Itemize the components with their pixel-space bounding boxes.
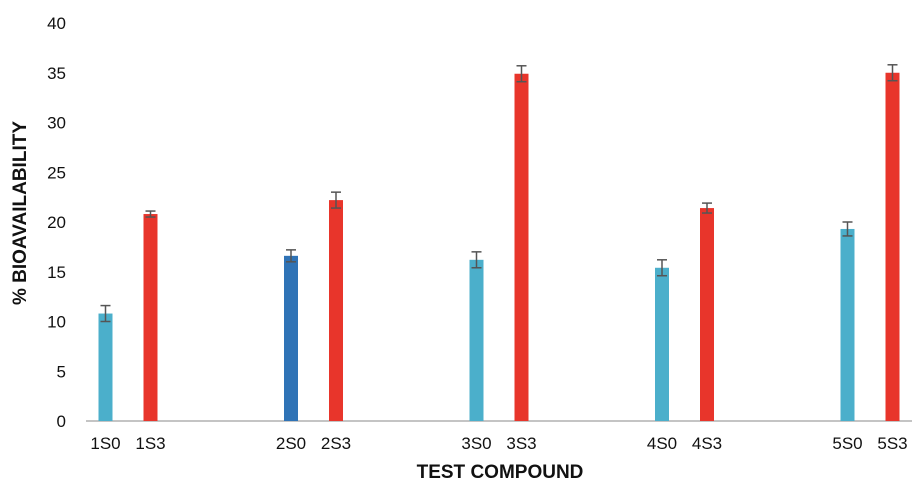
bar-3s0 [469, 259, 484, 421]
x-tick-label: 5S3 [877, 434, 907, 453]
bar-2s0 [284, 255, 298, 421]
x-tick-label: 4S3 [692, 434, 722, 453]
bars [98, 72, 900, 422]
x-tick-label: 1S3 [135, 434, 165, 453]
bar-5s0 [840, 228, 855, 421]
bar-4s0 [655, 267, 669, 421]
y-axis-ticks: 0 5 10 15 20 25 30 35 40 [47, 14, 66, 431]
error-bar-3s3 [516, 65, 527, 83]
x-tick-label: 4S0 [647, 434, 677, 453]
y-tick-label: 15 [47, 263, 66, 282]
y-tick-label: 5 [57, 362, 66, 381]
error-bar-2s0 [286, 249, 296, 263]
bar-4s3 [700, 208, 714, 421]
x-tick-label: 3S3 [506, 434, 536, 453]
y-axis-title: % BIOAVAILABILITY [10, 121, 31, 305]
error-bar-5s3 [887, 64, 898, 82]
error-bar-3s0 [471, 251, 482, 269]
error-bar-1s0 [100, 304, 111, 323]
x-tick-label: 2S0 [276, 434, 306, 453]
error-bar-2s3 [331, 191, 341, 209]
x-axis-ticks: 1S0 1S3 2S0 2S3 3S0 3S3 4S0 4S3 5S0 5S3 [90, 434, 907, 453]
y-tick-label: 0 [57, 412, 66, 431]
x-tick-label: 5S0 [832, 434, 862, 453]
bar-5s3 [885, 72, 900, 421]
error-bars [100, 64, 898, 323]
x-tick-label: 2S3 [321, 434, 351, 453]
y-tick-label: 25 [47, 163, 66, 182]
y-tick-label: 40 [47, 14, 66, 33]
error-bar-5s0 [842, 221, 853, 237]
y-tick-label: 10 [47, 313, 66, 332]
y-tick-label: 20 [47, 213, 66, 232]
x-tick-label: 3S0 [461, 434, 491, 453]
x-tick-label: 1S0 [90, 434, 120, 453]
bar-1s3 [143, 214, 158, 421]
bar-2s3 [329, 200, 343, 421]
y-tick-label: 30 [47, 114, 66, 133]
error-bar-1s3 [145, 210, 156, 218]
error-bar-4s3 [702, 202, 712, 214]
bar-3s3 [514, 73, 529, 422]
x-axis-title: TEST COMPOUND [417, 462, 584, 483]
y-tick-label: 35 [47, 64, 66, 83]
error-bar-4s0 [657, 259, 667, 277]
bar-1s0 [98, 313, 113, 421]
